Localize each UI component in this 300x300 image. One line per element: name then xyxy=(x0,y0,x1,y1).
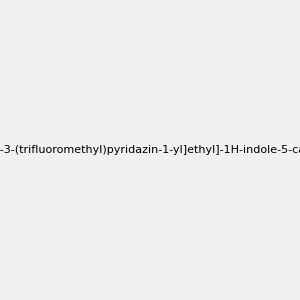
Text: N-[2-[6-Oxo-3-(trifluoromethyl)pyridazin-1-yl]ethyl]-1H-indole-5-carboxamide: N-[2-[6-Oxo-3-(trifluoromethyl)pyridazin… xyxy=(0,145,300,155)
